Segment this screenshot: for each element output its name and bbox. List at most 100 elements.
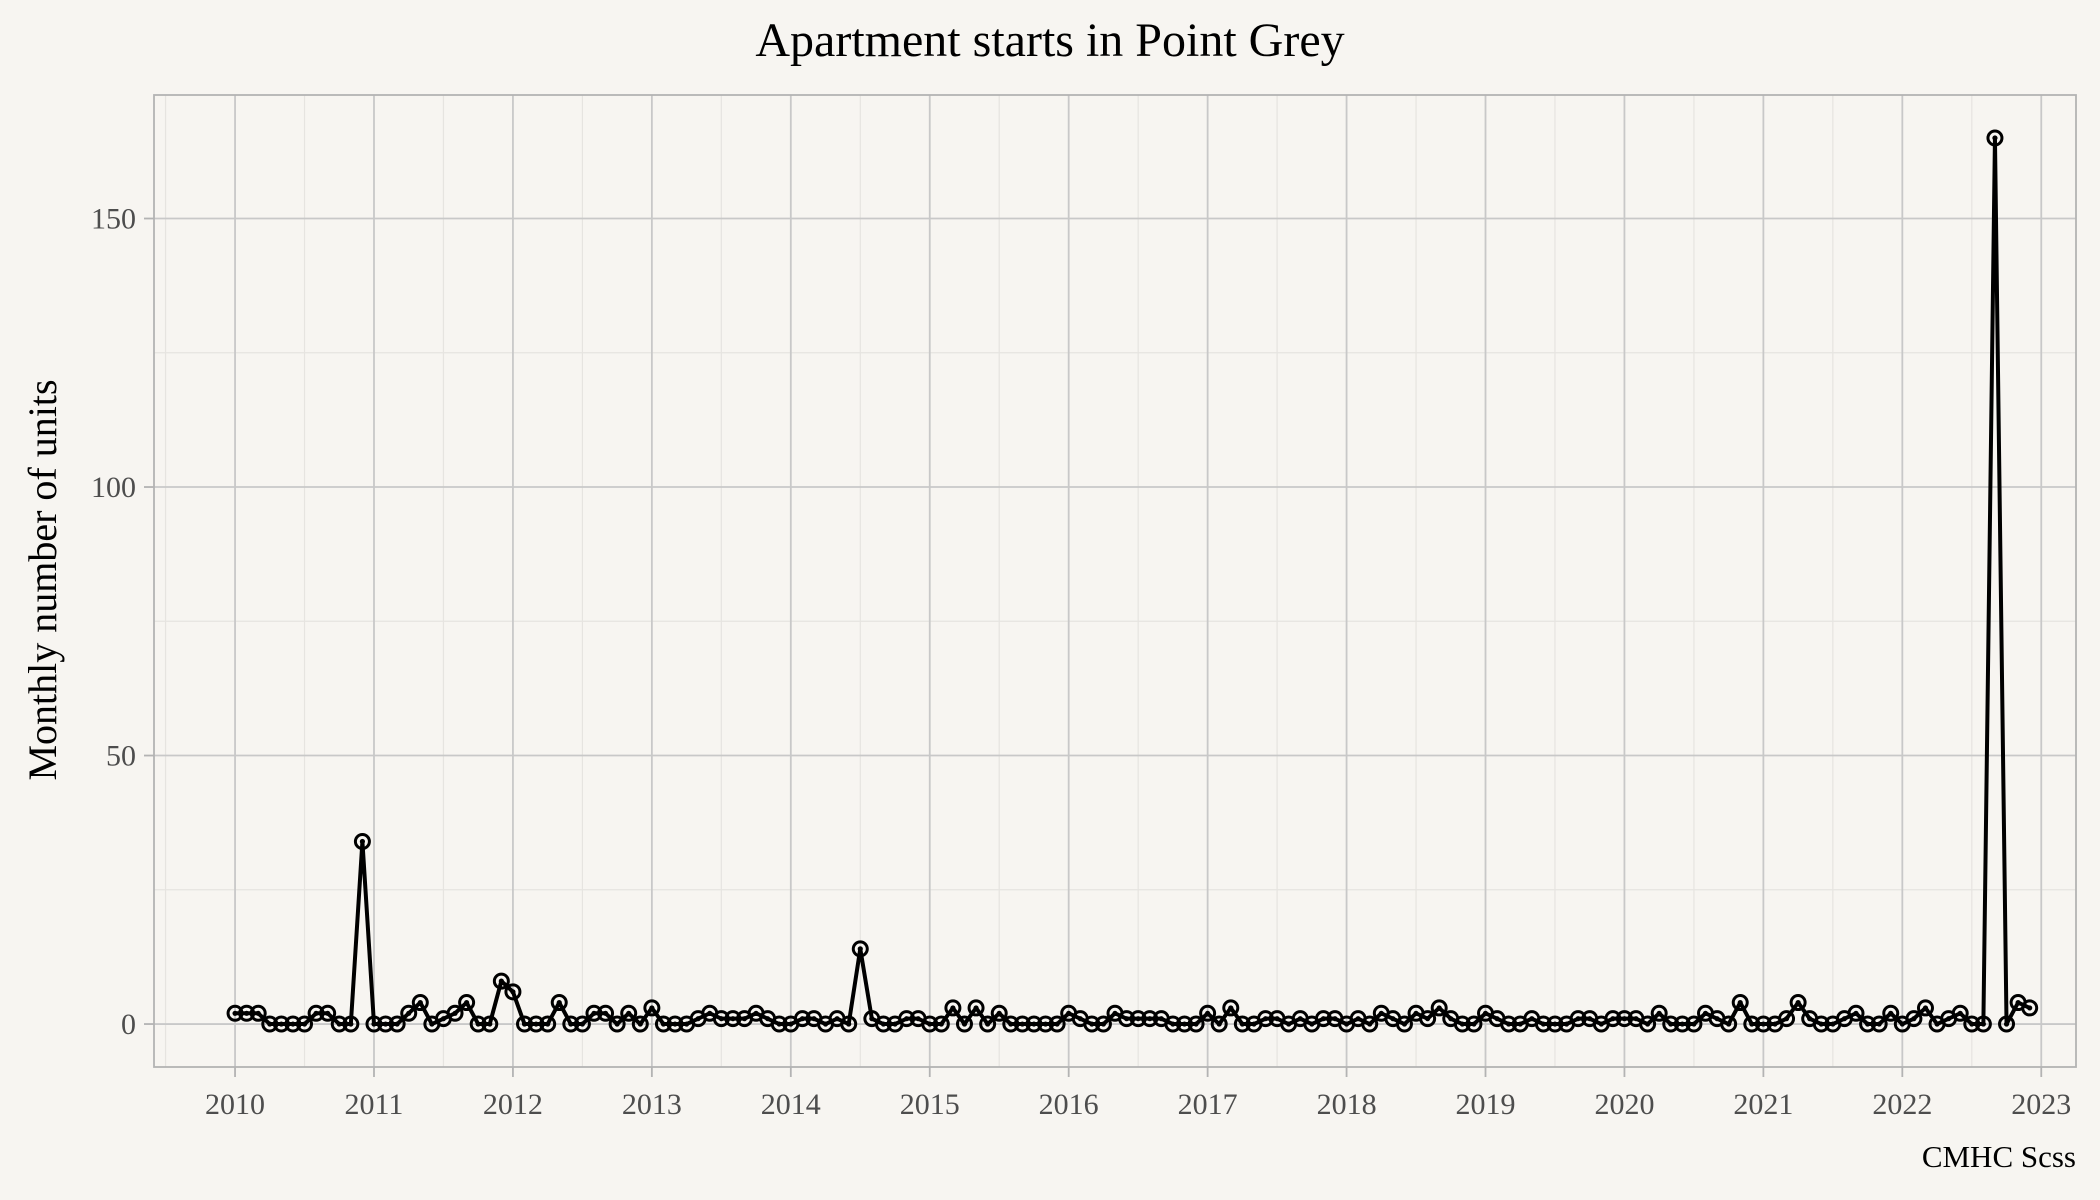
data-point [1419,1010,1437,1028]
data-point [654,1015,672,1033]
data-point-center [1633,1016,1639,1022]
data-point-center [1425,1016,1431,1022]
x-tick-label: 2017 [1178,1088,1238,1121]
data-point-center [1367,1021,1373,1027]
data-point [1604,1010,1622,1028]
data-point [284,1015,302,1033]
data-point-center [695,1016,701,1022]
data-point-center [313,1010,319,1016]
data-point [1175,1015,1193,1033]
data-point [1118,1010,1136,1028]
data-point [539,1015,557,1033]
data-point-center [869,1016,875,1022]
data-point-center [371,1021,377,1027]
y-tick-label: 50 [106,740,136,773]
data-point-center [579,1021,585,1027]
data-point-center [950,1005,956,1011]
data-point-center [846,1021,852,1027]
data-point [944,999,962,1017]
data-point-center [1818,1021,1824,1027]
data-point [1083,1015,1101,1033]
data-point-center [1702,1010,1709,1016]
data-point [330,1015,348,1033]
data-point [1210,1015,1228,1033]
data-point-center [602,1010,609,1016]
data-point-center [1783,1016,1790,1022]
data-point [597,1004,615,1022]
data-point-center [1320,1016,1327,1022]
data-point-center [1205,1010,1211,1016]
data-point [1754,1015,1772,1033]
data-point-center [2003,1021,2010,1027]
x-tick-label: 2021 [1733,1088,1793,1121]
data-point-center [1575,1016,1581,1022]
data-point-center [811,1016,817,1022]
data-point-center [1286,1021,1292,1027]
data-point-center [1610,1016,1616,1022]
data-point-center [996,1010,1002,1016]
data-point-center [1957,1010,1963,1016]
data-point-center [1112,1010,1118,1016]
data-point-center [1309,1021,1315,1027]
data-point-center [1946,1016,1952,1022]
data-point-center [707,1010,713,1016]
data-point [238,1004,256,1022]
data-point [1002,1015,1020,1033]
data-point-center [1841,1016,1848,1022]
data-point-center [672,1021,678,1027]
data-point-center [545,1021,551,1027]
data-point-center [1066,1010,1072,1016]
data-point [1870,1015,1888,1033]
data-point-center [1980,1021,1986,1027]
data-point [481,1015,499,1033]
data-point-center [1390,1016,1396,1022]
data-point [1615,1010,1633,1028]
data-point [643,999,661,1017]
data-point-center [1506,1021,1512,1027]
data-point [342,1015,360,1033]
data-point-center [961,1021,968,1027]
data-point [492,972,510,990]
data-point-center [267,1021,273,1027]
data-point-center [406,1010,412,1016]
data-point [1025,1015,1043,1033]
data-point [1187,1015,1205,1033]
series-layer [235,135,2031,1027]
data-point-center [915,1016,921,1022]
plot-panel-border [153,94,2077,1068]
data-point-center [649,1005,655,1011]
data-point-center [487,1021,493,1027]
data-point [1731,994,1749,1012]
data-point [620,1004,638,1022]
data-point-center [1019,1021,1025,1027]
data-point [504,983,522,1001]
x-tick-label: 2019 [1456,1088,1516,1121]
data-point-center [1413,1010,1419,1016]
data-point [1963,1015,1981,1033]
data-point-center [2015,999,2021,1006]
data-point-center [1251,1021,1257,1027]
data-point [1998,1015,2016,1033]
data-point [1662,1015,1680,1033]
data-point [1882,1004,1900,1022]
data-point-center [1621,1016,1628,1022]
data-point [249,1004,267,1022]
data-point-center [1552,1021,1558,1027]
x-tick-label: 2018 [1317,1088,1377,1121]
data-point-center [568,1021,574,1027]
data-point [874,1015,892,1033]
data-point-center [1714,1016,1720,1022]
data-point-center [1853,1010,1859,1016]
data-point-center [1147,1016,1153,1022]
data-point [1569,1010,1587,1028]
x-tick-label: 2012 [483,1088,543,1121]
data-point [1395,1015,1413,1033]
x-tick-label: 2010 [205,1088,265,1121]
data-point-center [776,1021,782,1027]
data-point-center [325,1010,331,1016]
data-point [261,1015,279,1033]
data-point-center [973,1005,979,1011]
data-point-center [1077,1016,1083,1022]
data-point-center [1123,1016,1130,1022]
